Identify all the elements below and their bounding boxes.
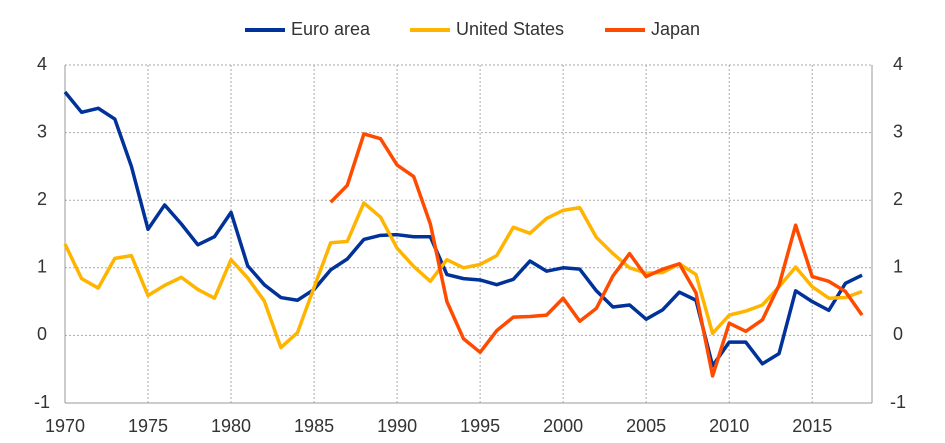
x-tick-label: 1995 <box>460 416 500 436</box>
legend-label: Euro area <box>291 19 371 39</box>
x-tick-label: 1990 <box>377 416 417 436</box>
y2-tick-label: 2 <box>893 189 903 209</box>
x-tick-label: 2010 <box>709 416 749 436</box>
x-tick-label: 2005 <box>626 416 666 436</box>
x-tick-label: 1970 <box>45 416 85 436</box>
x-tick-label: 1980 <box>211 416 251 436</box>
y-tick-label: 0 <box>37 324 47 344</box>
y-tick-label: 3 <box>37 121 47 141</box>
series-line <box>63 201 863 350</box>
x-tick-label: 2000 <box>543 416 583 436</box>
legend-label: United States <box>456 19 564 39</box>
y2-tick-label: 0 <box>893 324 903 344</box>
x-tick-label: 1975 <box>128 416 168 436</box>
x-tick-label: 1985 <box>294 416 334 436</box>
series-line <box>63 90 863 368</box>
y-tick-label: -1 <box>34 392 50 412</box>
series-line <box>329 132 864 378</box>
y-tick-label: 4 <box>37 54 47 74</box>
y-tick-label: 1 <box>37 257 47 277</box>
y2-tick-label: -1 <box>890 392 906 412</box>
legend-label: Japan <box>651 19 700 39</box>
y-tick-label: 2 <box>37 189 47 209</box>
y2-tick-label: 3 <box>893 121 903 141</box>
x-tick-label: 2015 <box>792 416 832 436</box>
y2-tick-label: 4 <box>893 54 903 74</box>
y2-tick-label: 1 <box>893 257 903 277</box>
